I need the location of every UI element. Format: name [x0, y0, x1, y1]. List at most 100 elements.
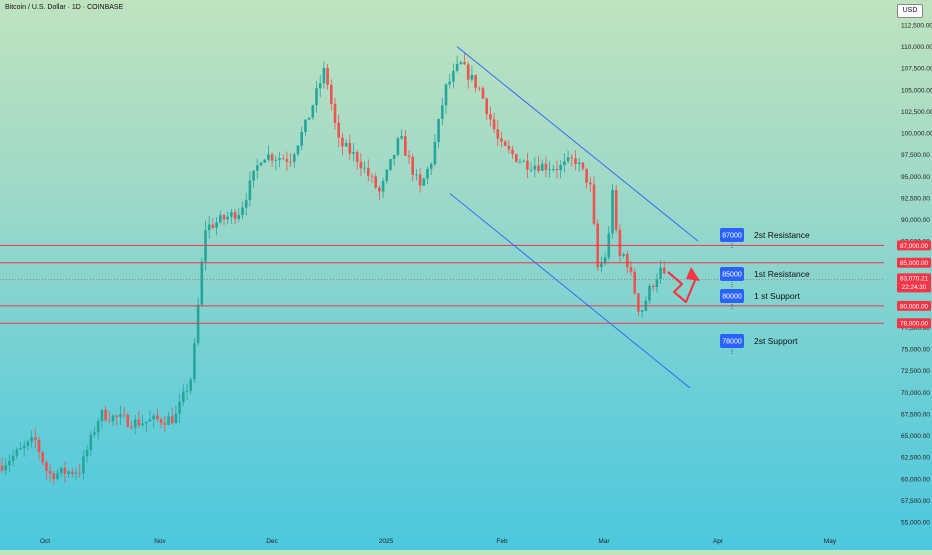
candle-body[interactable]: [359, 161, 363, 169]
candle-body[interactable]: [411, 156, 414, 175]
candle-body[interactable]: [145, 421, 148, 424]
candle-body[interactable]: [244, 200, 248, 208]
candle-body[interactable]: [455, 63, 459, 71]
candle-body[interactable]: [207, 224, 211, 231]
candle-body[interactable]: [82, 456, 85, 474]
candle-body[interactable]: [78, 472, 81, 474]
candle-body[interactable]: [219, 215, 222, 223]
candle-body[interactable]: [459, 62, 463, 64]
candle-body[interactable]: [659, 267, 662, 280]
candle-body[interactable]: [241, 207, 244, 216]
candle-body[interactable]: [185, 390, 189, 392]
candle-body[interactable]: [348, 142, 352, 154]
candle-body[interactable]: [367, 167, 370, 176]
candle-body[interactable]: [233, 211, 237, 219]
candle-body[interactable]: [489, 114, 492, 120]
candle-body[interactable]: [133, 419, 137, 428]
candle-body[interactable]: [385, 169, 389, 181]
candle-body[interactable]: [655, 279, 659, 288]
candle-body[interactable]: [281, 158, 285, 160]
candle-body[interactable]: [285, 159, 289, 162]
candle-body[interactable]: [137, 419, 141, 426]
candle-body[interactable]: [500, 138, 503, 142]
annotation-badge[interactable]: [720, 334, 744, 348]
candle-body[interactable]: [344, 142, 348, 147]
candle-body[interactable]: [563, 161, 566, 166]
candle-body[interactable]: [452, 70, 455, 82]
candle-body[interactable]: [96, 421, 100, 433]
candle-body[interactable]: [507, 145, 511, 150]
candle-body[interactable]: [115, 415, 118, 417]
candle-body[interactable]: [566, 157, 570, 162]
candle-body[interactable]: [322, 67, 326, 84]
candle-body[interactable]: [574, 158, 577, 164]
candle-body[interactable]: [618, 229, 622, 256]
candle-body[interactable]: [270, 154, 274, 161]
candle-body[interactable]: [296, 145, 300, 155]
candle-body[interactable]: [289, 161, 292, 163]
candle-body[interactable]: [189, 379, 192, 391]
candle-body[interactable]: [515, 154, 518, 162]
candle-body[interactable]: [89, 434, 93, 450]
candle-body[interactable]: [48, 471, 52, 474]
candle-body[interactable]: [274, 159, 278, 161]
candle-body[interactable]: [396, 138, 400, 155]
candle-body[interactable]: [226, 216, 229, 220]
candle-body[interactable]: [148, 419, 152, 422]
candle-body[interactable]: [663, 267, 666, 274]
candle-body[interactable]: [559, 165, 562, 171]
candle-body[interactable]: [648, 285, 651, 301]
candle-body[interactable]: [100, 409, 104, 422]
candle-body[interactable]: [293, 154, 296, 162]
candle-body[interactable]: [259, 162, 263, 166]
candle-body[interactable]: [470, 74, 474, 80]
candle-body[interactable]: [389, 158, 392, 170]
candle-body[interactable]: [463, 62, 466, 65]
candle-body[interactable]: [37, 439, 41, 453]
candle-body[interactable]: [400, 136, 403, 139]
annotation-badge[interactable]: [720, 289, 744, 303]
candle-body[interactable]: [437, 118, 440, 142]
candle-body[interactable]: [552, 168, 555, 170]
candle-body[interactable]: [585, 168, 588, 183]
candle-body[interactable]: [522, 160, 525, 162]
annotation-badge[interactable]: [720, 228, 744, 242]
candle-body[interactable]: [41, 452, 44, 463]
candle-body[interactable]: [174, 413, 178, 424]
currency-selector[interactable]: USD: [897, 4, 923, 18]
candle-body[interactable]: [159, 419, 163, 424]
candle-body[interactable]: [429, 164, 433, 169]
candle-body[interactable]: [614, 190, 618, 230]
candle-body[interactable]: [404, 136, 407, 156]
candle-body[interactable]: [363, 167, 366, 169]
candle-body[interactable]: [511, 149, 514, 155]
candle-body[interactable]: [22, 445, 26, 449]
candle-body[interactable]: [415, 174, 418, 176]
candle-body[interactable]: [577, 162, 581, 164]
candle-body[interactable]: [19, 448, 22, 450]
candle-body[interactable]: [74, 472, 78, 474]
candle-body[interactable]: [304, 119, 307, 132]
candle-body[interactable]: [4, 465, 7, 471]
candle-body[interactable]: [537, 165, 540, 171]
candle-body[interactable]: [211, 224, 215, 228]
candle-body[interactable]: [581, 162, 585, 169]
candle-body[interactable]: [196, 304, 200, 344]
candle-body[interactable]: [252, 170, 255, 181]
candle-body[interactable]: [570, 157, 574, 159]
candle-body[interactable]: [93, 432, 96, 435]
candle-body[interactable]: [433, 141, 437, 165]
candle-body[interactable]: [0, 465, 4, 471]
candle-body[interactable]: [30, 437, 33, 442]
candle-body[interactable]: [448, 81, 451, 85]
candle-body[interactable]: [441, 105, 444, 119]
candle-body[interactable]: [237, 215, 241, 219]
candle-body[interactable]: [640, 310, 644, 312]
candle-body[interactable]: [637, 293, 640, 312]
candle-body[interactable]: [8, 460, 11, 466]
candle-body[interactable]: [633, 271, 636, 294]
candle-body[interactable]: [315, 88, 318, 106]
candle-body[interactable]: [478, 87, 481, 89]
candle-body[interactable]: [592, 184, 596, 224]
